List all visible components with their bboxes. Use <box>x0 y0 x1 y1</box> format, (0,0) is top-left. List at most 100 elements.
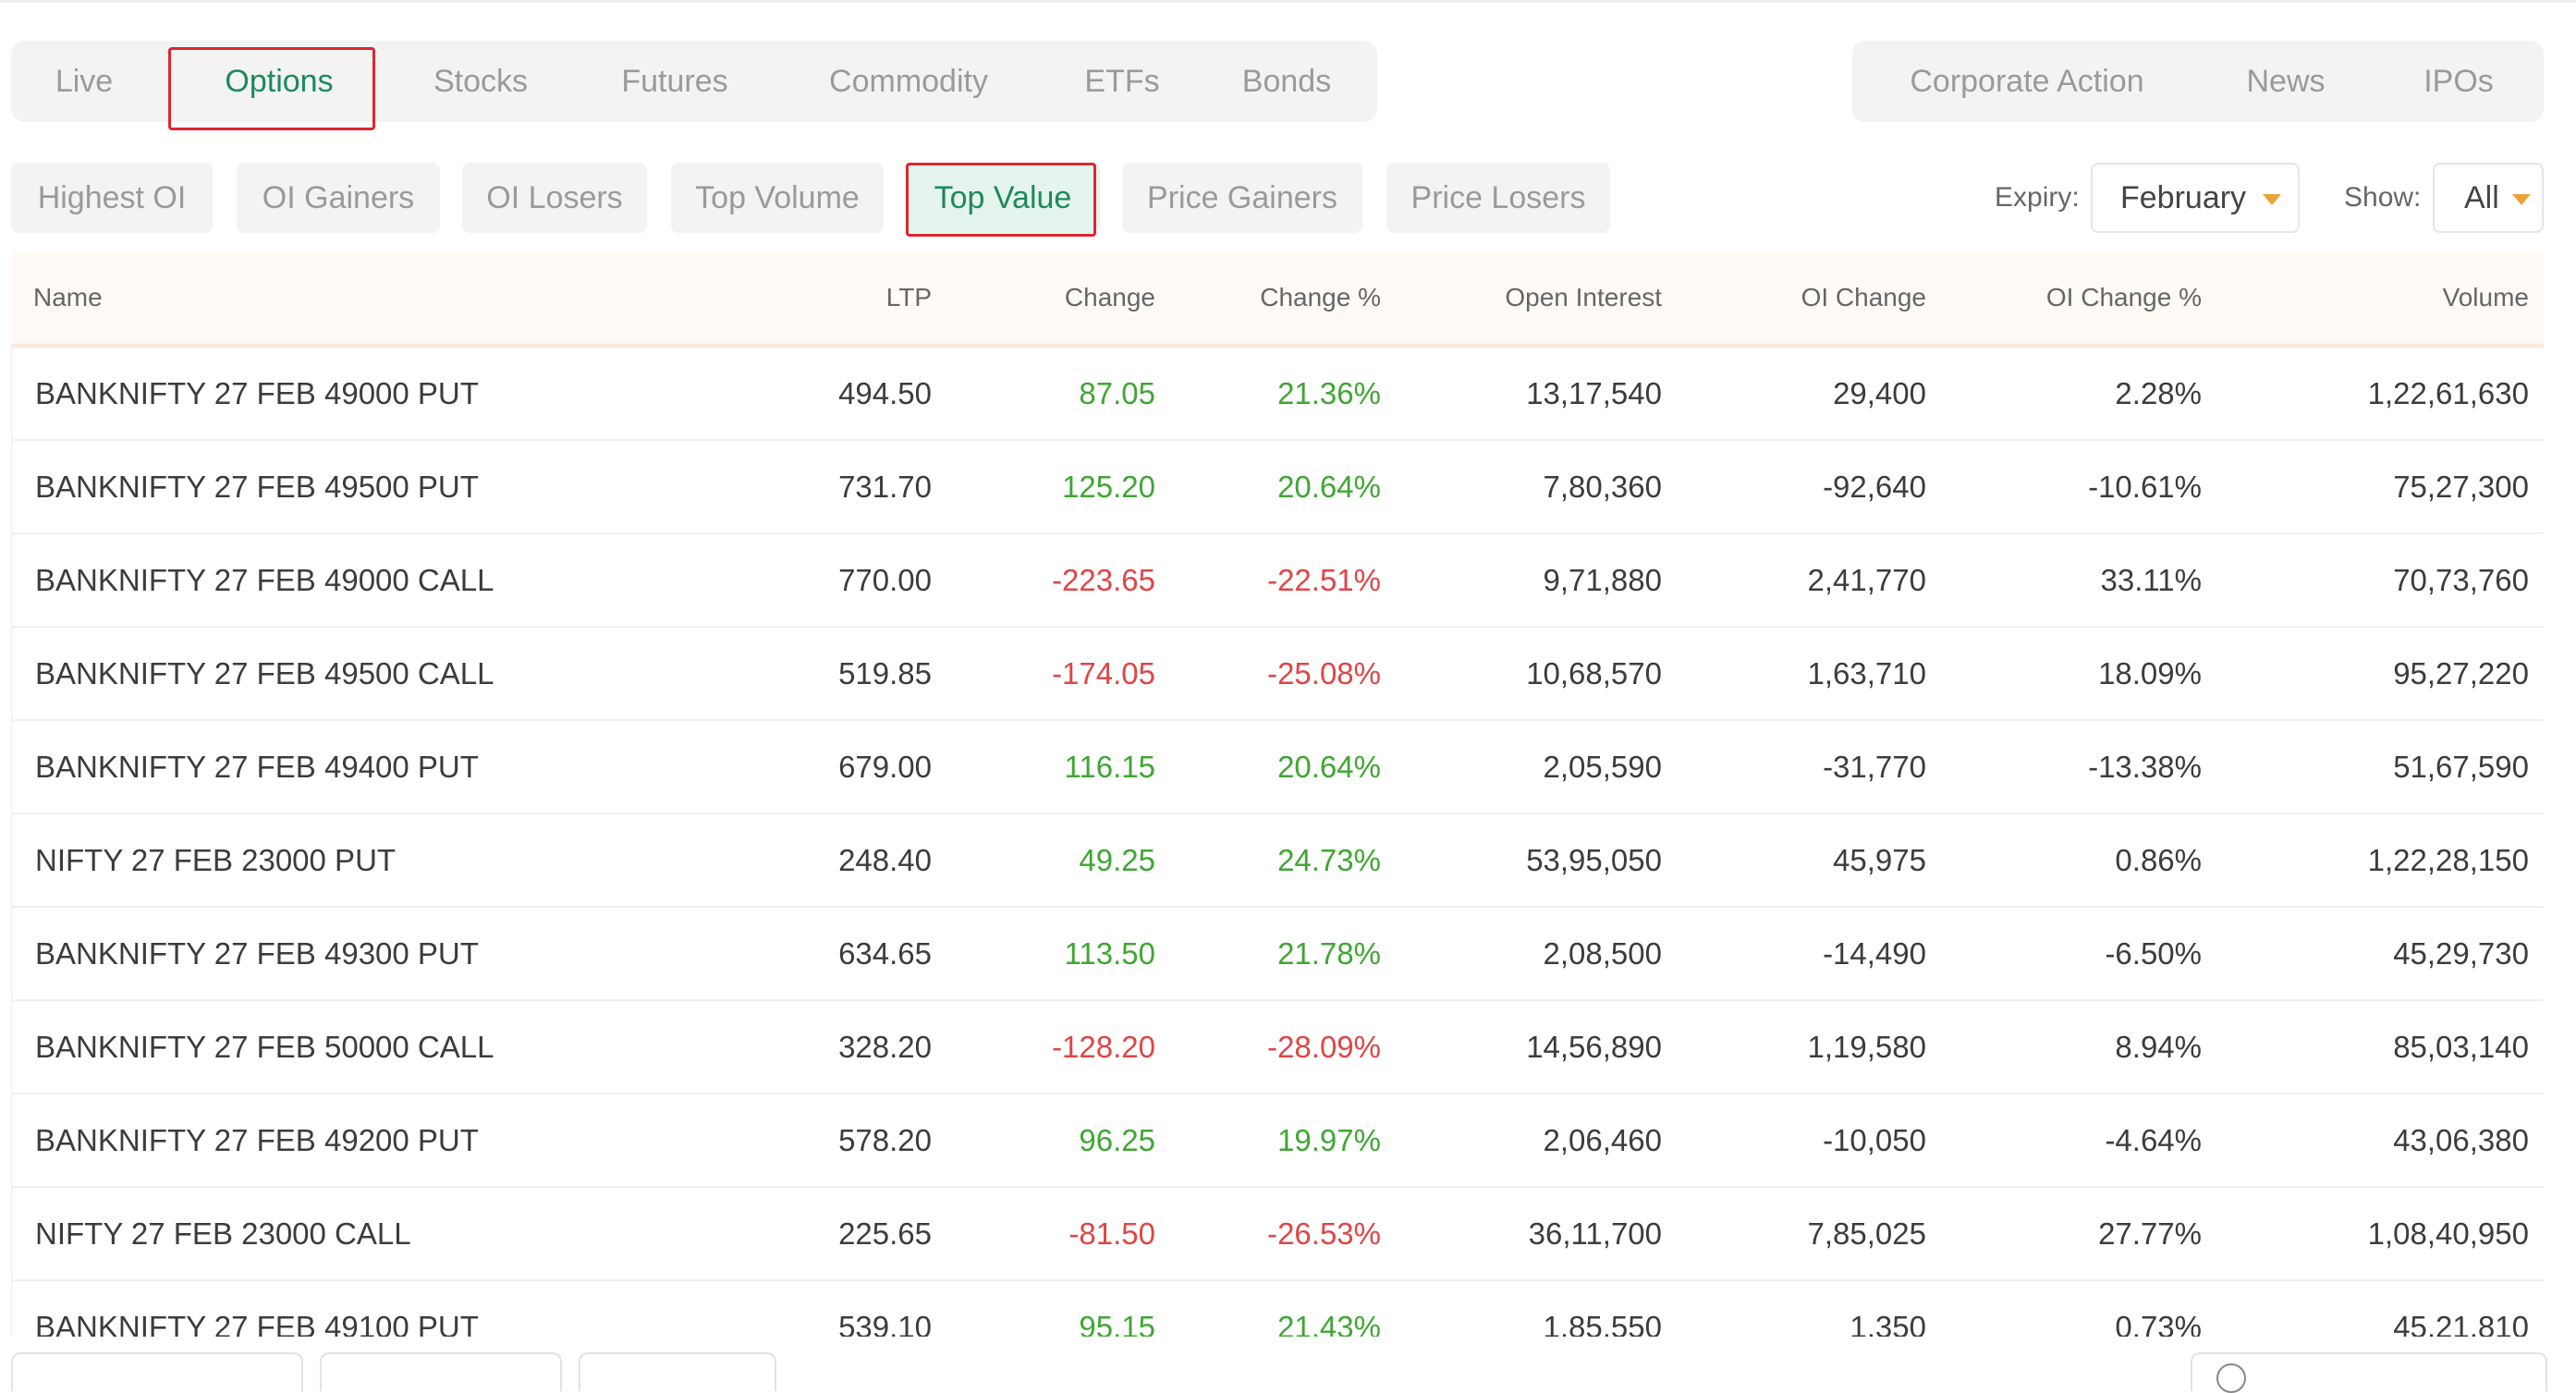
top-value-highlight <box>906 163 1096 237</box>
table-row[interactable]: BANKNIFTY 27 FEB 49200 PUT 578.20 96.25 19.… <box>11 1094 2544 1188</box>
table-row[interactable]: NIFTY 27 FEB 23000 PUT 248.40 49.25 24.73% 5… <box>11 814 2544 908</box>
cell-oi-change-pct: -6.50% <box>2105 936 2202 971</box>
cell-name: BANKNIFTY 27 FEB 49300 PUT <box>35 936 479 971</box>
cell-ltp: 539.10 <box>838 1310 932 1337</box>
cell-volume: 1,08,40,950 <box>2367 1216 2529 1251</box>
cell-open-interest: 9,71,880 <box>1543 563 1662 597</box>
filter-oi-losers[interactable]: OI Losers <box>462 163 647 233</box>
cell-change: 125.20 <box>1062 470 1155 504</box>
cell-volume: 95,27,220 <box>2393 656 2529 690</box>
cell-oi-change: -31,770 <box>1823 750 1926 784</box>
tab-stocks[interactable]: Stocks <box>433 64 529 99</box>
cell-change: -128.20 <box>1052 1030 1155 1064</box>
cell-oi-change-pct: -10.61% <box>2088 470 2202 504</box>
cell-name: NIFTY 27 FEB 23000 CALL <box>35 1216 411 1251</box>
cell-oi-change: -92,640 <box>1823 470 1926 504</box>
cell-oi-change-pct: 2.28% <box>2115 376 2202 410</box>
cell-name: BANKNIFTY 27 FEB 49500 PUT <box>35 470 479 504</box>
column-header-ltp[interactable]: LTP <box>885 283 932 312</box>
cell-change-pct: 20.64% <box>1277 470 1381 504</box>
cell-oi-change-pct: -4.64% <box>2105 1123 2202 1157</box>
cell-change-pct: 21.78% <box>1277 936 1381 971</box>
table-row[interactable]: BANKNIFTY 27 FEB 50000 CALL 328.20 -128.20… <box>11 1001 2544 1094</box>
cell-name: BANKNIFTY 27 FEB 49400 PUT <box>35 750 479 784</box>
cell-oi-change: 1,350 <box>1850 1310 1926 1337</box>
bottom-button[interactable] <box>11 1352 303 1391</box>
cell-oi-change-pct: 8.94% <box>2115 1030 2202 1064</box>
cell-name: BANKNIFTY 27 FEB 49200 PUT <box>35 1123 479 1157</box>
cell-change-pct: 21.36% <box>1277 376 1381 410</box>
cell-ltp: 225.65 <box>838 1216 932 1251</box>
cell-open-interest: 13,17,540 <box>1526 376 1662 410</box>
cell-oi-change-pct: -13.38% <box>2088 750 2202 784</box>
cell-name: BANKNIFTY 27 FEB 49000 CALL <box>35 563 494 597</box>
cell-open-interest: 2,08,500 <box>1543 936 1662 971</box>
info-category-tabs: Corporate Action News IPOs <box>1852 41 2544 122</box>
table-header: Name LTP Change Change % Open Interest O… <box>11 251 2544 348</box>
filter-highest-oi[interactable]: Highest OI <box>11 163 213 233</box>
table-row[interactable]: NIFTY 27 FEB 23000 CALL 225.65 -81.50 -26.5… <box>11 1188 2544 1281</box>
cell-change-pct: -26.53% <box>1267 1216 1381 1251</box>
cell-open-interest: 36,11,700 <box>1528 1216 1662 1251</box>
tab-futures[interactable]: Futures <box>621 64 728 99</box>
show-select[interactable]: All <box>2433 163 2544 233</box>
expiry-label: Expiry: <box>1995 182 2080 213</box>
cell-change: -81.50 <box>1068 1216 1155 1251</box>
cell-volume: 75,27,300 <box>2393 470 2529 504</box>
table-row[interactable]: BANKNIFTY 27 FEB 49000 CALL 770.00 -223.65… <box>11 534 2544 628</box>
cell-oi-change: 7,85,025 <box>1807 1216 1926 1251</box>
filter-top-value[interactable]: Top Value <box>906 163 1100 233</box>
show-value: All <box>2464 180 2499 215</box>
table-row[interactable]: BANKNIFTY 27 FEB 49000 PUT 494.50 87.05 21.… <box>11 348 2544 441</box>
table-row[interactable]: BANKNIFTY 27 FEB 49500 PUT 731.70 125.20 20… <box>11 441 2544 534</box>
filter-top-volume[interactable]: Top Volume <box>671 163 884 233</box>
cell-open-interest: 53,95,050 <box>1526 843 1662 877</box>
cell-change: 87.05 <box>1079 376 1155 410</box>
cell-volume: 85,03,140 <box>2393 1030 2529 1064</box>
cell-volume: 70,73,760 <box>2393 563 2529 597</box>
cell-change: -174.05 <box>1052 656 1155 690</box>
column-header-open-interest[interactable]: Open Interest <box>1505 283 1662 312</box>
table-row[interactable]: BANKNIFTY 27 FEB 49400 PUT 679.00 116.15 20… <box>11 721 2544 814</box>
cell-change-pct: -22.51% <box>1267 563 1381 597</box>
market-category-tabs: Live Options Stocks Futures Commodity ET… <box>11 41 1377 122</box>
column-header-volume[interactable]: Volume <box>2442 283 2529 312</box>
cell-ltp: 634.65 <box>838 936 932 971</box>
bottom-button[interactable] <box>579 1352 776 1391</box>
column-header-change[interactable]: Change <box>1064 283 1155 312</box>
cell-change-pct: 20.64% <box>1277 750 1381 784</box>
cell-ltp: 770.00 <box>838 563 932 597</box>
cell-open-interest: 10,68,570 <box>1526 656 1662 690</box>
cell-oi-change: 2,41,770 <box>1807 563 1926 597</box>
table-row[interactable]: BANKNIFTY 27 FEB 49100 PUT 539.10 95.15 21.… <box>11 1281 2544 1337</box>
filter-oi-gainers[interactable]: OI Gainers <box>237 163 440 233</box>
filter-price-losers[interactable]: Price Losers <box>1386 163 1610 233</box>
cell-change-pct: -28.09% <box>1267 1030 1381 1064</box>
column-header-oi-change[interactable]: OI Change <box>1801 283 1926 312</box>
column-header-name[interactable]: Name <box>33 283 103 312</box>
cell-ltp: 578.20 <box>838 1123 932 1157</box>
bottom-button[interactable] <box>320 1352 562 1391</box>
column-header-change-pct[interactable]: Change % <box>1260 283 1381 312</box>
cell-oi-change: 29,400 <box>1833 376 1926 410</box>
table-row[interactable]: BANKNIFTY 27 FEB 49500 CALL 519.85 -174.05… <box>11 628 2544 721</box>
tab-live[interactable]: Live <box>55 64 114 99</box>
cell-change: 49.25 <box>1079 843 1155 877</box>
cell-name: BANKNIFTY 27 FEB 49500 CALL <box>35 656 494 690</box>
expiry-select[interactable]: February <box>2091 163 2300 233</box>
table-row[interactable]: BANKNIFTY 27 FEB 49300 PUT 634.65 113.50 21… <box>11 908 2544 1001</box>
column-header-oi-change-pct[interactable]: OI Change % <box>2045 283 2202 312</box>
tab-options[interactable]: Options <box>225 64 334 99</box>
cell-change: 96.25 <box>1079 1123 1155 1157</box>
tab-corporate-action[interactable]: Corporate Action <box>1910 64 2144 99</box>
cell-oi-change: 45,975 <box>1833 843 1926 877</box>
tab-news[interactable]: News <box>2246 64 2326 99</box>
tab-commodity[interactable]: Commodity <box>829 64 988 99</box>
filter-price-gainers[interactable]: Price Gainers <box>1122 163 1362 233</box>
tab-etfs[interactable]: ETFs <box>1084 64 1160 99</box>
tab-ipos[interactable]: IPOs <box>2423 64 2494 99</box>
tab-bonds[interactable]: Bonds <box>1241 64 1332 99</box>
cell-oi-change-pct: 0.86% <box>2115 843 2202 877</box>
options-tab-highlight <box>168 47 375 130</box>
cell-name: NIFTY 27 FEB 23000 PUT <box>35 843 397 877</box>
